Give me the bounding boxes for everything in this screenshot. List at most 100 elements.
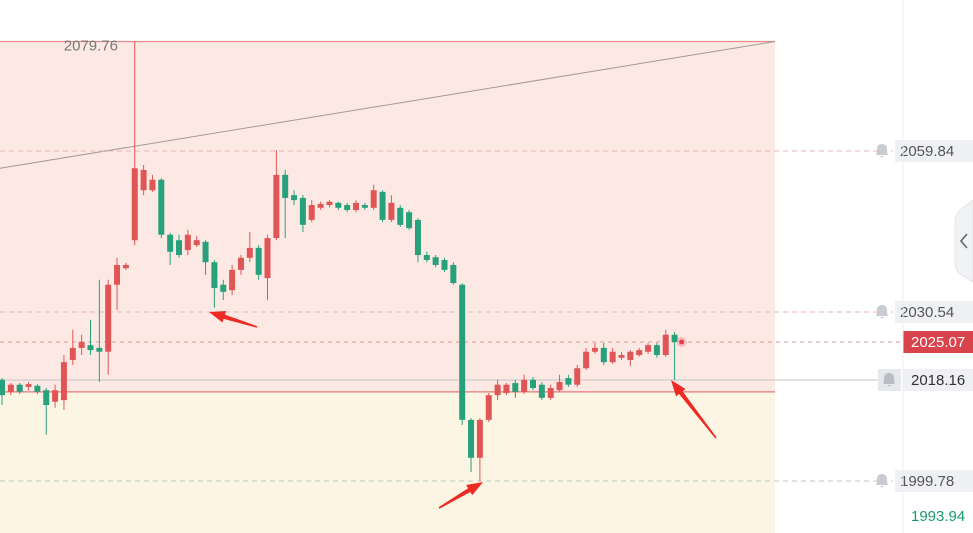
candle-body (131, 168, 138, 241)
candle-body (317, 203, 324, 208)
bell-icon (876, 304, 888, 319)
candle-body (60, 362, 67, 401)
lower-zone (0, 391, 775, 533)
candle-body (476, 419, 483, 458)
alert-label-box (895, 139, 973, 162)
candle-body (414, 219, 421, 256)
candle-body (326, 201, 333, 206)
candle-body (361, 205, 368, 208)
candle-body (459, 284, 466, 420)
candle-body (184, 234, 191, 251)
candle-body (547, 388, 554, 398)
candle-body (441, 259, 448, 270)
candle-body (308, 205, 315, 220)
alert-label: 1999.78 (900, 473, 954, 490)
candle-body (521, 379, 528, 392)
candle-body (43, 390, 50, 406)
candle-body (450, 264, 457, 284)
candle-body (574, 368, 581, 385)
candle-body (335, 202, 342, 208)
candle-body (379, 191, 386, 220)
alert-label-box (895, 469, 973, 492)
candle-body (530, 379, 536, 389)
candle-body (485, 395, 492, 420)
bell-icon (883, 372, 895, 387)
candle-body (618, 355, 625, 358)
candle-body (609, 351, 616, 363)
candle-body (512, 383, 519, 392)
candle-body (591, 347, 598, 352)
bottom-price-label: 1993.94 (911, 508, 965, 525)
candle-body (96, 347, 103, 352)
candle-body (538, 384, 545, 398)
candle-body (167, 234, 174, 252)
candle-body (122, 264, 129, 269)
candle-body (627, 351, 634, 360)
candle-body (0, 379, 5, 396)
candle-body (494, 384, 501, 396)
candle-body (636, 350, 643, 356)
candle-body (291, 195, 298, 201)
current-price-box (903, 331, 973, 354)
candle-body (211, 262, 218, 289)
candle-body (25, 384, 32, 387)
candle-body (653, 345, 660, 356)
annotation-arrow (671, 380, 717, 439)
candle-body (565, 378, 572, 385)
position-label: 2018.16 (911, 372, 965, 389)
candle-body (406, 212, 413, 229)
candle-body (344, 205, 351, 210)
candle-body (468, 419, 475, 458)
tab-shape[interactable] (954, 199, 973, 283)
candle-body (34, 385, 41, 392)
high-label: 2079.76 (64, 38, 118, 55)
candle-body (264, 238, 271, 279)
candle-body (662, 334, 669, 356)
candle-body (202, 241, 209, 263)
bell-icon (876, 143, 888, 158)
candle-body (255, 247, 262, 275)
candle-body (87, 345, 94, 351)
candle-body (556, 381, 563, 391)
trendline (0, 41, 776, 169)
candle-body (114, 264, 121, 285)
candle-body (353, 202, 359, 210)
alert-label: 2030.54 (900, 304, 954, 321)
candle-body (282, 174, 289, 198)
candle-body (69, 347, 76, 360)
current-price-label: 2025.07 (911, 334, 965, 351)
candle-body (237, 257, 244, 270)
candle-body (149, 179, 156, 191)
candle-body (229, 269, 236, 291)
candle-body (158, 179, 165, 235)
candle-body (273, 174, 280, 239)
annotation-arrow (209, 311, 258, 328)
candle-body (246, 247, 253, 258)
candle-body (423, 255, 430, 260)
collapse-tab[interactable] (954, 199, 973, 283)
candle-body (176, 240, 182, 256)
candle-body (220, 284, 227, 292)
live-dot (679, 339, 685, 345)
candle-body (583, 351, 590, 369)
candle-body (78, 341, 85, 348)
candle-body (140, 169, 147, 191)
annotation-arrow (438, 482, 483, 509)
candle-body (299, 197, 306, 225)
candle-body (193, 240, 200, 246)
chevron-icon[interactable] (959, 233, 968, 249)
candle-body (16, 384, 23, 392)
position-label-box (903, 368, 973, 391)
candle-body (645, 345, 652, 352)
candle-body (52, 390, 59, 402)
alert-label-box (895, 300, 973, 323)
alert-label: 2059.84 (900, 143, 954, 160)
candle-body (432, 257, 439, 265)
candle-body (397, 207, 404, 225)
upper-zone (0, 41, 775, 392)
candle-body (671, 334, 678, 343)
candle-body (503, 384, 510, 393)
candle-body (7, 384, 14, 392)
